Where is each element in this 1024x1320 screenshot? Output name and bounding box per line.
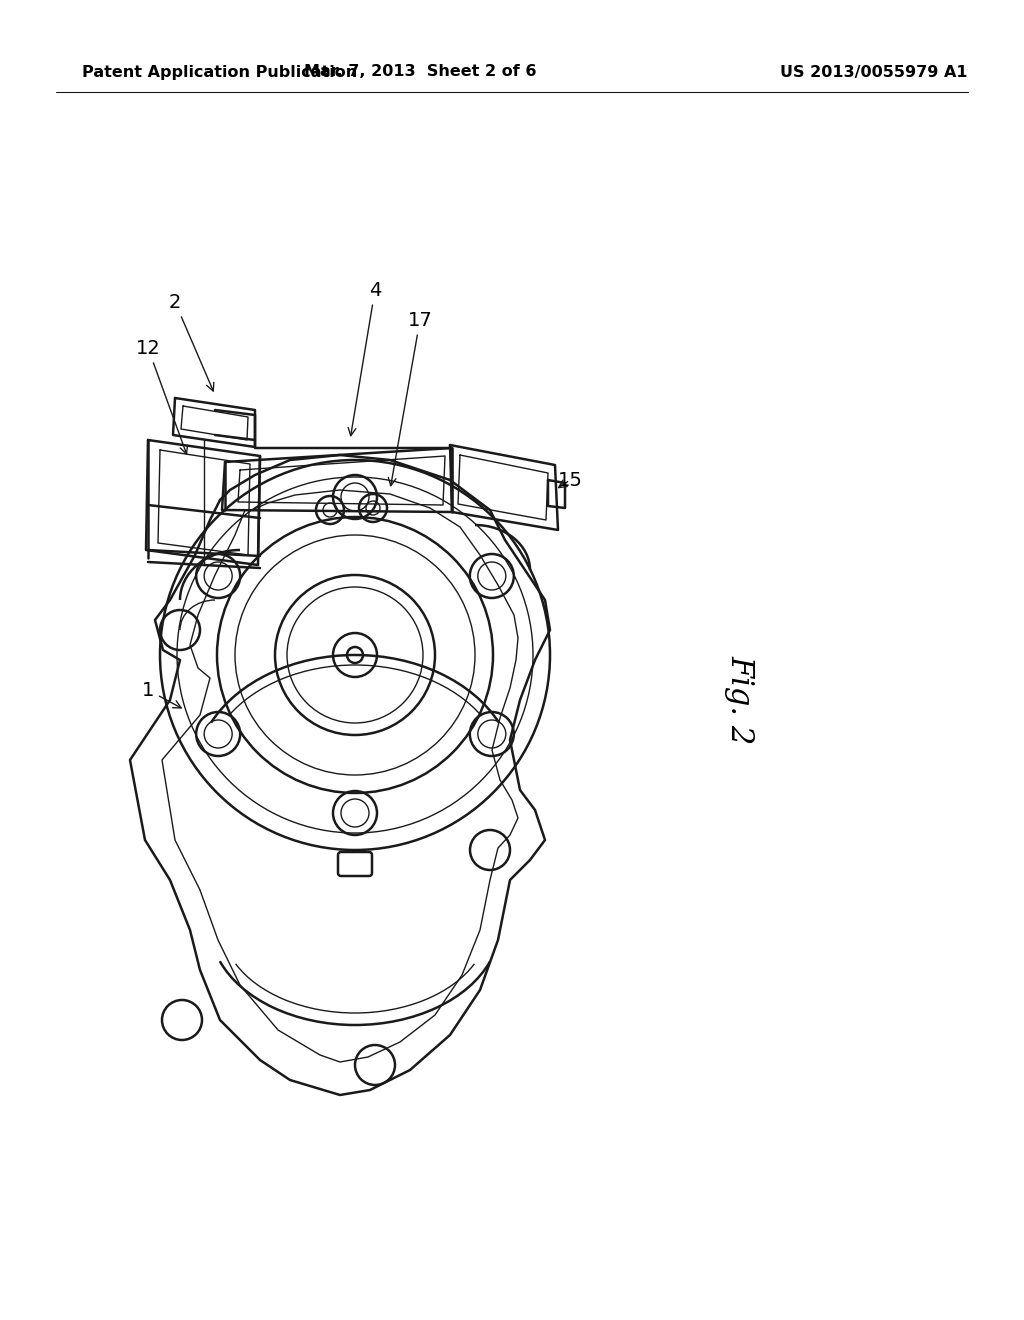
Text: Fig. 2: Fig. 2 [725, 655, 756, 744]
Text: 2: 2 [169, 293, 214, 391]
Text: US 2013/0055979 A1: US 2013/0055979 A1 [780, 65, 968, 79]
Text: Mar. 7, 2013  Sheet 2 of 6: Mar. 7, 2013 Sheet 2 of 6 [304, 65, 537, 79]
Text: 17: 17 [388, 310, 432, 486]
Text: 4: 4 [348, 281, 381, 436]
Text: 12: 12 [135, 338, 187, 454]
Text: Patent Application Publication: Patent Application Publication [82, 65, 357, 79]
Text: 1: 1 [141, 681, 181, 708]
Text: 15: 15 [557, 470, 583, 490]
